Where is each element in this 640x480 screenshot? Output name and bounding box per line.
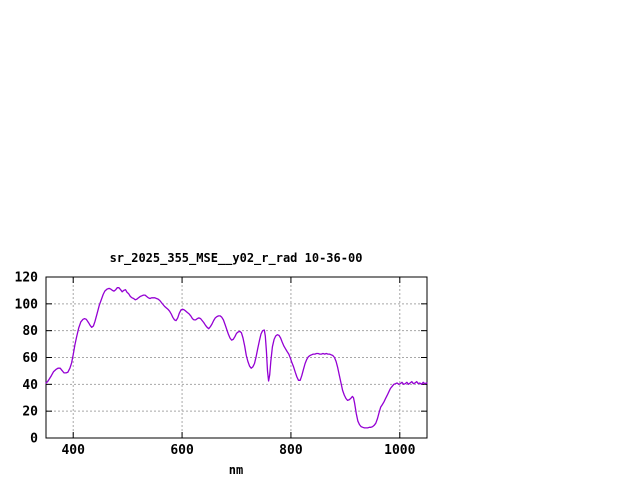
y-tick-label: 120 [15,271,39,286]
y-tick-label: 40 [22,378,38,393]
y-tick-label: 0 [30,432,38,447]
x-tick-label: 1000 [384,443,415,458]
x-axis-label: nm [229,463,243,477]
y-tick-label: 60 [22,351,38,366]
y-tick-label: 20 [22,405,38,420]
spectrum-line [45,287,428,429]
grid-layer [46,277,427,438]
label-layer: 400 600 800 1000 0 20 40 60 80 100 120 [15,271,416,459]
y-tick-label: 100 [15,297,39,312]
plot-border [45,276,428,439]
y-tick-label: 80 [22,324,38,339]
x-tick-label: 600 [170,443,194,458]
x-tick-label: 800 [279,443,303,458]
x-tick-label: 400 [61,443,85,458]
chart-title: sr_2025_355_MSE__y02_r_rad 10-36-00 [110,251,363,266]
